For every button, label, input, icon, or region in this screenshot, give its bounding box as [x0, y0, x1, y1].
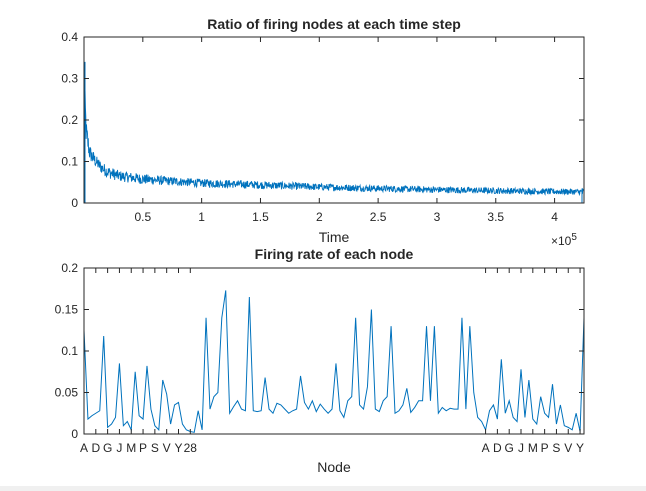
x-tick-label: S [552, 441, 560, 455]
x-tick-label: G [103, 441, 112, 455]
chart-title-bottom: Firing rate of each node [255, 246, 414, 262]
x-tick-label: V [564, 441, 572, 455]
x-exponent-base: ×10 [551, 234, 572, 248]
y-tick-label: 0.2 [61, 113, 78, 127]
y-tick-label: 0.1 [61, 155, 78, 169]
x-tick-label: M [528, 441, 538, 455]
x-tick-label: J [518, 441, 524, 455]
x-tick-label: 4 [551, 210, 558, 224]
x-tick-label: J [116, 441, 122, 455]
axes-bottom-background [84, 268, 584, 434]
chart-title-top: Ratio of firing nodes at each time step [207, 16, 461, 32]
x-tick-label: 2.5 [370, 210, 387, 224]
x-tick-label: G [505, 441, 514, 455]
x-tick-label: 3.5 [487, 210, 504, 224]
axes-bottom: 00.050.10.150.2A D G J M P S V Y 28 A D G J M P S V Y Firi… [55, 246, 585, 475]
y-tick-label: 0 [71, 427, 78, 441]
x-axis-label-top: Time [319, 229, 350, 245]
axes-top-background [84, 37, 584, 203]
axes-bottom-ticks: 00.050.10.150.2A D G J M P S V Y 28 A D G J M P S V Y [55, 261, 584, 455]
x-tick-label: 1 [198, 210, 205, 224]
x-tick-label: Y [174, 441, 182, 455]
y-tick-label: 0.15 [55, 303, 79, 317]
x-exponent-power: 5 [571, 232, 577, 243]
axes-bottom-series [83, 290, 585, 433]
x-tick-label: A [80, 441, 88, 455]
y-tick-label: 0.3 [61, 72, 78, 86]
series-line-firing-rate [83, 290, 585, 433]
y-tick-label: 0.4 [61, 30, 78, 44]
x-tick-label: 28 [184, 441, 198, 455]
axes-bottom-frame [83, 267, 585, 435]
x-tick-label: D [91, 441, 100, 455]
x-axis-label-bottom: Node [317, 459, 351, 475]
x-tick-label: 3 [434, 210, 441, 224]
x-tick-label: A [482, 441, 490, 455]
axes-top: 0 0.1 0.2 0.3 0.4 0.5 1 1.5 2 2.5 3 3.5 4 Ratio of f… [61, 16, 585, 248]
x-exponent-label: ×105 [551, 232, 577, 248]
x-tick-label: P [541, 441, 549, 455]
x-tick-label: D [493, 441, 502, 455]
x-tick-label: S [151, 441, 159, 455]
x-tick-label: V [163, 441, 171, 455]
x-tick-label: 2 [316, 210, 323, 224]
x-tick-label: 1.5 [252, 210, 269, 224]
y-tick-label: 0 [71, 196, 78, 210]
y-tick-label: 0.2 [61, 261, 78, 275]
y-tick-label: 0.05 [55, 386, 79, 400]
x-tick-label: P [139, 441, 147, 455]
x-tick-label: 0.5 [134, 210, 151, 224]
axes-top-ticks: 0 0.1 0.2 0.3 0.4 0.5 1 1.5 2 2.5 3 3.5 4 [61, 30, 584, 224]
series-line-ratio [83, 74, 585, 197]
axes-top-series [83, 61, 585, 203]
x-tick-label: M [126, 441, 136, 455]
x-tick-label: Y [576, 441, 584, 455]
y-tick-label: 0.1 [61, 344, 78, 358]
axes-top-frame [83, 36, 585, 204]
